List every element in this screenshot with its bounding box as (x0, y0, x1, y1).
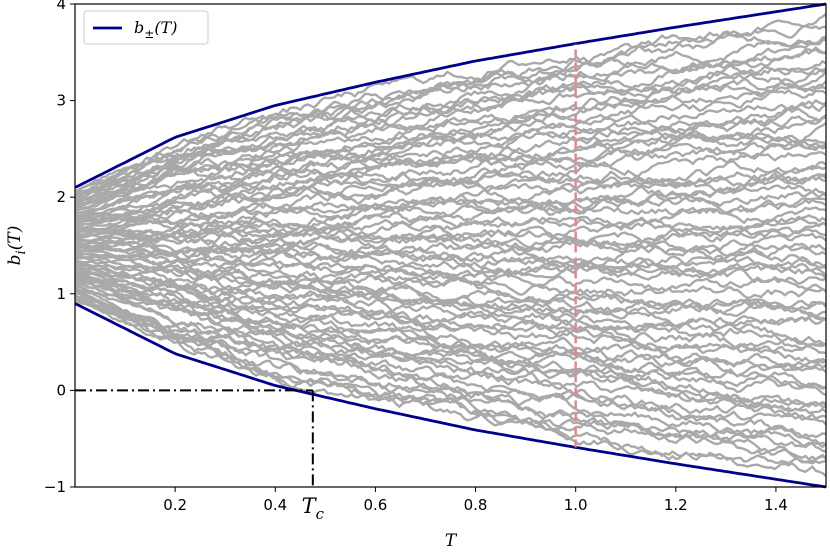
envelope-upper-line (74, 2, 827, 189)
trajectory-line (74, 38, 827, 196)
trajectory-line (74, 243, 827, 272)
trajectory-line (74, 266, 827, 346)
trajectory-line (74, 232, 827, 255)
x-tick-label: 0.8 (464, 496, 488, 514)
x-tick-label: 1.0 (564, 496, 588, 514)
trajectory-line (74, 282, 827, 414)
x-tick-label: 0.2 (163, 496, 187, 514)
trajectory-line (75, 206, 827, 244)
trajectory-line (74, 287, 827, 426)
legend-box (83, 10, 209, 45)
trajectory-line (74, 284, 827, 412)
trajectory-line (74, 284, 827, 407)
trajectory-line (74, 259, 827, 315)
trajectory-line (74, 89, 827, 208)
trajectory-line (74, 19, 827, 194)
trajectory-line (74, 103, 827, 213)
trajectory-line (74, 140, 827, 224)
annotation-group (75, 43, 577, 487)
x-axis: 0.2 0.4 0.6 0.8 1.0 1.2 1.4Tc (163, 487, 788, 523)
trajectory-line (74, 297, 827, 465)
legend: b±(T) (83, 10, 209, 45)
y-tick-label: 0 (56, 381, 66, 399)
trajectory-line (74, 274, 827, 370)
trajectory-line (74, 261, 827, 319)
trajectory-line (74, 253, 827, 296)
x-tick-label: 1.4 (764, 496, 788, 514)
trajectory-line (74, 114, 827, 218)
y-tick-label: 4 (56, 0, 66, 13)
y-axis: −1 0 1 2 3 4 (44, 0, 75, 496)
y-tick-label: 3 (56, 92, 66, 110)
trajectory-line (74, 271, 827, 364)
envelope-group (74, 2, 827, 489)
x-tick-label: 0.4 (263, 496, 287, 514)
y-tick-label: 1 (56, 285, 66, 303)
trajectory-line (74, 247, 827, 280)
trajectory-line (74, 242, 827, 269)
trajectory-line (74, 172, 827, 233)
trajectory-line (74, 252, 827, 285)
x-tick-label: 1.2 (664, 496, 688, 514)
trajectory-line (74, 12, 827, 193)
trajectory-line (74, 85, 827, 210)
y-tick-label: 2 (56, 188, 66, 206)
trajectory-line (75, 193, 827, 240)
envelope-lower-line (74, 302, 827, 489)
trajectory-group (74, 12, 827, 477)
y-tick-label: −1 (44, 478, 66, 496)
trajectory-line (74, 286, 827, 421)
trajectory-line (74, 298, 827, 477)
trajectory-line (74, 46, 827, 199)
trajectory-line (74, 68, 827, 206)
x-axis-label: T (445, 531, 458, 551)
trajectory-line (74, 160, 827, 227)
x-tick-label: 0.6 (363, 496, 387, 514)
trajectory-line (74, 273, 827, 369)
plot-frame (74, 3, 827, 488)
